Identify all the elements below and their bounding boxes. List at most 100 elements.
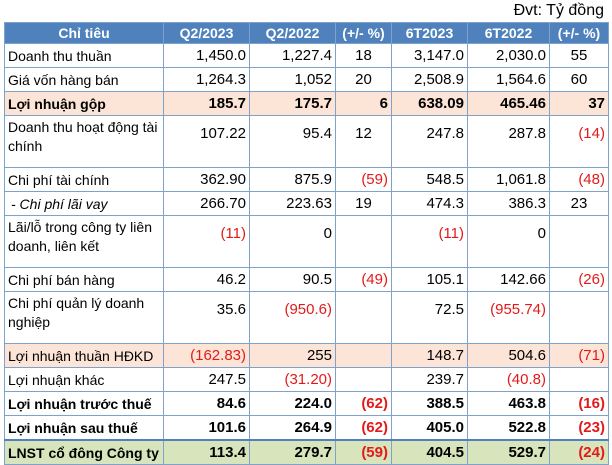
cell-change-half	[549, 367, 609, 392]
table-row: Chi phí bán hàng 46.2 90.5 (49) 105.1 14…	[4, 267, 609, 292]
cell-6t2023: 404.5	[391, 439, 468, 465]
table-row: Doanh thu thuần 1,450.0 1,227.4 18 3,147…	[4, 43, 609, 68]
cell-change-quarter	[335, 367, 392, 392]
financial-results-table: Chỉ tiêu Q2/2023 Q2/2022 (+/- %) 6T2023 …	[4, 22, 609, 465]
cell-6t2023: 548.5	[391, 167, 468, 192]
cell-change-half	[549, 291, 609, 344]
cell-q2-2022: 875.9	[249, 167, 336, 192]
cell-6t2023: 247.8	[391, 115, 468, 168]
cell-6t2022: 522.8	[467, 415, 550, 441]
row-label: Lợi nhuận thuần HĐKD	[4, 343, 164, 368]
cell-6t2022: 1,061.8	[467, 167, 550, 192]
cell-q2-2022: 90.5	[249, 267, 336, 292]
table-row: Chi phí tài chính 362.90 875.9 (59) 548.…	[4, 167, 609, 192]
cell-q2-2022: (31.20)	[249, 367, 336, 392]
cell-6t2023: 239.7	[391, 367, 468, 392]
cell-q2-2023: 101.6	[163, 415, 250, 441]
cell-change-half: 60	[549, 67, 609, 92]
cell-6t2022: 529.7	[467, 439, 550, 465]
cell-6t2023: (11)	[391, 215, 468, 268]
cell-change-quarter: (59)	[335, 167, 392, 192]
cell-change-quarter: 12	[335, 115, 392, 168]
row-label: - Chi phí lãi vay	[4, 191, 164, 216]
cell-change-quarter: (59)	[335, 439, 392, 465]
cell-change-half: (26)	[549, 267, 609, 292]
cell-change-quarter	[335, 215, 392, 268]
cell-q2-2023: 84.6	[163, 391, 250, 416]
header-change-quarter: (+/- %)	[335, 22, 392, 44]
cell-6t2023: 388.5	[391, 391, 468, 416]
cell-change-half	[549, 215, 609, 268]
cell-6t2023: 2,508.9	[391, 67, 468, 92]
cell-q2-2022: 175.7	[249, 91, 336, 116]
cell-6t2022: 386.3	[467, 191, 550, 216]
header-6t2023: 6T2023	[391, 22, 468, 44]
cell-6t2022: 2,030.0	[467, 43, 550, 68]
cell-change-half: (23)	[549, 415, 609, 441]
cell-q2-2022: 255	[249, 343, 336, 368]
table-row: Lãi/lỗ trong công ty liên doanh, liên kế…	[4, 215, 609, 268]
cell-q2-2022: 224.0	[249, 391, 336, 416]
cell-6t2023: 474.3	[391, 191, 468, 216]
cell-change-half: (48)	[549, 167, 609, 192]
header-change-half: (+/- %)	[549, 22, 609, 44]
cell-q2-2023: 46.2	[163, 267, 250, 292]
table-row: Lợi nhuận trước thuế 84.6 224.0 (62) 388…	[4, 391, 609, 416]
cell-q2-2023: (11)	[163, 215, 250, 268]
cell-6t2023: 72.5	[391, 291, 468, 344]
cell-q2-2023: 1,264.3	[163, 67, 250, 92]
cell-change-quarter: 18	[335, 43, 392, 68]
cell-q2-2022: 279.7	[249, 439, 336, 465]
unit-note: Đvt: Tỷ đồng	[513, 2, 604, 19]
table-row: LNST cổ đông Công ty 113.4 279.7 (59) 40…	[4, 439, 609, 465]
row-label: Chi phí bán hàng	[4, 267, 164, 292]
row-label: Lợi nhuận trước thuế	[4, 391, 164, 416]
cell-6t2022: 0	[467, 215, 550, 268]
table-row: - Chi phí lãi vay 266.70 223.63 19 474.3…	[4, 191, 609, 216]
header-q2-2023: Q2/2023	[163, 22, 250, 44]
header-q2-2022: Q2/2022	[249, 22, 336, 44]
cell-6t2023: 148.7	[391, 343, 468, 368]
row-label: Lợi nhuận sau thuế	[4, 415, 164, 441]
table-row: Lợi nhuận gộp 185.7 175.7 6 638.09 465.4…	[4, 91, 609, 116]
cell-q2-2023: 362.90	[163, 167, 250, 192]
cell-change-quarter: (62)	[335, 415, 392, 441]
header-6t2022: 6T2022	[467, 22, 550, 44]
cell-q2-2022: (950.6)	[249, 291, 336, 344]
cell-change-quarter: 19	[335, 191, 392, 216]
table-row: Lợi nhuận sau thuế 101.6 264.9 (62) 405.…	[4, 415, 609, 441]
cell-q2-2023: 107.22	[163, 115, 250, 168]
cell-q2-2022: 0	[249, 215, 336, 268]
row-label: Doanh thu hoạt động tài chính	[4, 115, 164, 168]
cell-6t2022: 142.66	[467, 267, 550, 292]
cell-q2-2023: 247.5	[163, 367, 250, 392]
cell-change-half: (16)	[549, 391, 609, 416]
cell-change-quarter: 20	[335, 67, 392, 92]
cell-q2-2023: 266.70	[163, 191, 250, 216]
table-row: Doanh thu hoạt động tài chính 107.22 95.…	[4, 115, 609, 168]
cell-change-half: 55	[549, 43, 609, 68]
cell-6t2022: 287.8	[467, 115, 550, 168]
cell-6t2022: 463.8	[467, 391, 550, 416]
cell-6t2022: 465.46	[467, 91, 550, 116]
cell-q2-2022: 95.4	[249, 115, 336, 168]
cell-q2-2022: 1,052	[249, 67, 336, 92]
table-row: Giá vốn hàng bán 1,264.3 1,052 20 2,508.…	[4, 67, 609, 92]
cell-q2-2022: 264.9	[249, 415, 336, 441]
cell-change-quarter	[335, 291, 392, 344]
cell-q2-2022: 223.63	[249, 191, 336, 216]
cell-6t2022: 1,564.6	[467, 67, 550, 92]
cell-change-half: 23	[549, 191, 609, 216]
cell-change-quarter	[335, 343, 392, 368]
cell-change-quarter: (49)	[335, 267, 392, 292]
row-label: Chi phí quản lý doanh nghiệp	[4, 291, 164, 344]
cell-6t2022: (40.8)	[467, 367, 550, 392]
row-label: Lãi/lỗ trong công ty liên doanh, liên kế…	[4, 215, 164, 268]
table-row: Lợi nhuận khác 247.5 (31.20) 239.7 (40.8…	[4, 367, 609, 392]
table-row: Chi phí quản lý doanh nghiệp 35.6 (950.6…	[4, 291, 609, 344]
cell-6t2023: 638.09	[391, 91, 468, 116]
header-row: Chỉ tiêu Q2/2023 Q2/2022 (+/- %) 6T2023 …	[4, 22, 609, 44]
cell-change-quarter: (62)	[335, 391, 392, 416]
cell-6t2023: 105.1	[391, 267, 468, 292]
row-label: Chi phí tài chính	[4, 167, 164, 192]
